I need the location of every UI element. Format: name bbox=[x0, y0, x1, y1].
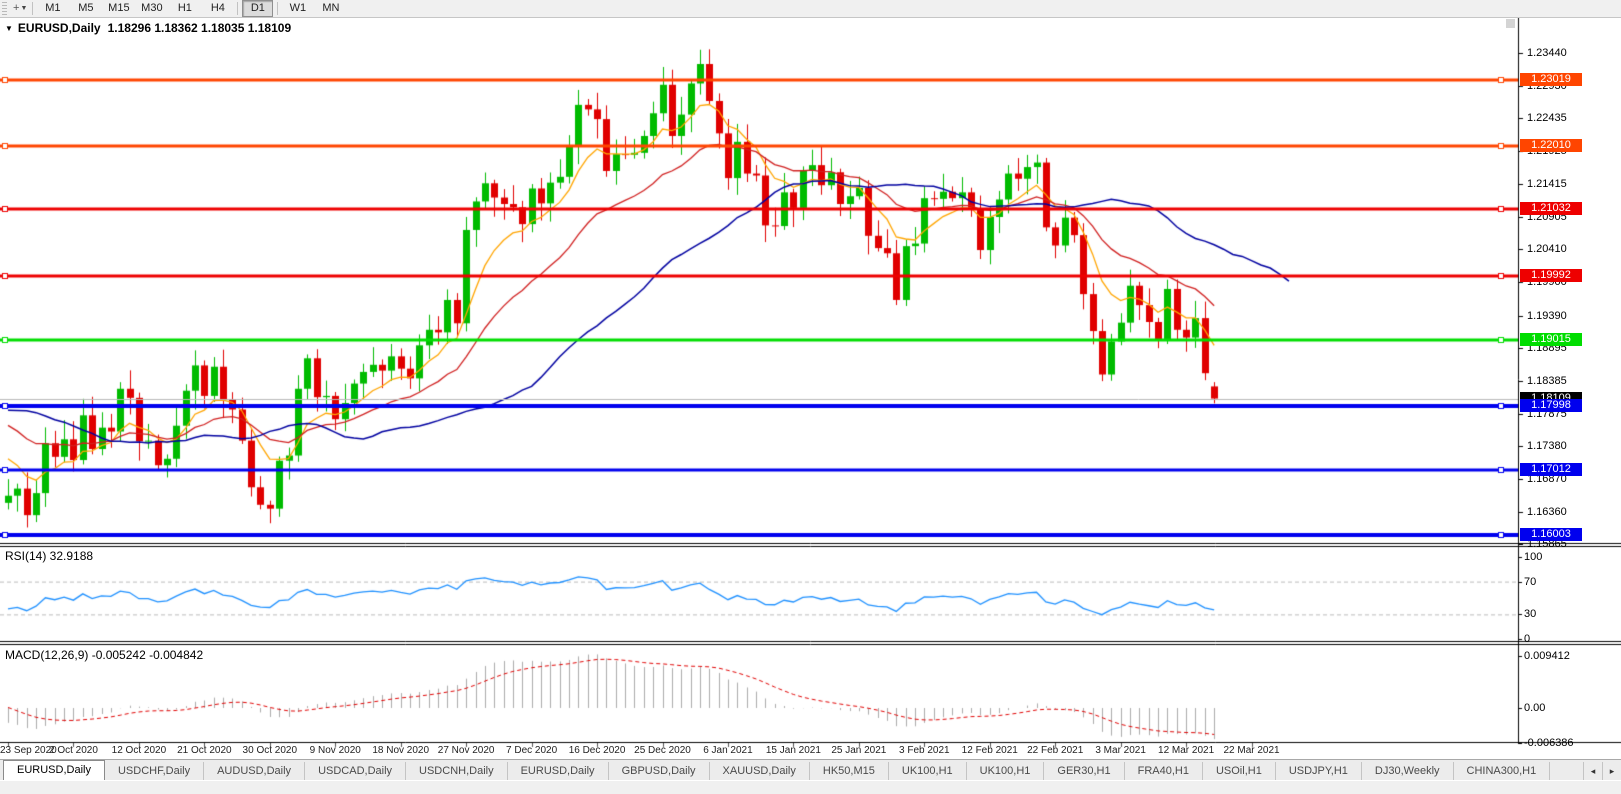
level-price-badge: 1.23019 bbox=[1520, 73, 1582, 87]
rsi-scale-label: 70 bbox=[1524, 575, 1537, 588]
date-tick-label: 21 Oct 2020 bbox=[177, 745, 232, 756]
date-tick-label: 23 Sep 2020 bbox=[0, 745, 57, 756]
date-tick-label: 18 Nov 2020 bbox=[372, 745, 430, 756]
toolbar-separator bbox=[277, 2, 279, 15]
tab-scroll-right-icon[interactable]: ▸ bbox=[1602, 762, 1621, 781]
chart-title: ▼ EURUSD,Daily 1.18296 1.18362 1.18035 1.1… bbox=[5, 21, 291, 35]
chart-tab-usdjpy-h1[interactable]: USDJPY,H1 bbox=[1275, 762, 1362, 781]
date-tick-label: 9 Nov 2020 bbox=[309, 745, 361, 756]
level-price-badge: 1.19992 bbox=[1520, 269, 1582, 283]
price-tick-label: 1.19390 bbox=[1527, 309, 1567, 322]
timeframe-button-m30[interactable]: M30 bbox=[141, 2, 163, 14]
chart-tab-fra40-h1[interactable]: FRA40,H1 bbox=[1124, 762, 1203, 781]
chart-tab-bar: EURUSD,Daily USDCHF,Daily AUDUSD,Daily USDC… bbox=[0, 759, 1621, 781]
macd-scale-label: 0.00 bbox=[1524, 702, 1546, 714]
price-tick-label: 1.23440 bbox=[1527, 47, 1567, 59]
price-tick-label: 1.20410 bbox=[1527, 243, 1567, 256]
chart-menu-caret-icon[interactable]: ▼ bbox=[5, 24, 13, 33]
chart-tab-hk50-m15[interactable]: HK50,M15 bbox=[809, 762, 889, 781]
rsi-scale-label: 30 bbox=[1524, 608, 1537, 621]
rsi-indicator-label: RSI(14) 32.9188 bbox=[5, 549, 94, 563]
price-tick-label: 1.17380 bbox=[1527, 439, 1567, 452]
symbol-period-label: EURUSD,Daily bbox=[17, 21, 101, 35]
chart-tab-gbpusd-daily[interactable]: GBPUSD,Daily bbox=[608, 762, 710, 781]
date-tick-label: 30 Oct 2020 bbox=[242, 745, 298, 756]
price-tick-label: 1.22435 bbox=[1527, 112, 1567, 125]
date-tick-label: 16 Dec 2020 bbox=[568, 745, 626, 756]
level-price-badge: 1.17012 bbox=[1520, 462, 1582, 476]
macd-scale-label: -0.006386 bbox=[1524, 737, 1574, 750]
price-tick-label: 1.21415 bbox=[1527, 178, 1567, 191]
timeframe-buttons: M1 M5 M15 M30 H1 H4 D1 W1 MN bbox=[36, 0, 347, 17]
date-tick-label: 22 Mar 2021 bbox=[1223, 745, 1280, 756]
price-tick-label: 1.16870 bbox=[1527, 472, 1567, 485]
price-tick-label: 1.18385 bbox=[1527, 374, 1567, 387]
macd-scale-label: 0.009412 bbox=[1524, 650, 1570, 662]
cursor-tool-icon[interactable]: + bbox=[13, 2, 20, 14]
chart-tab-usoil-h1[interactable]: USOil,H1 bbox=[1202, 762, 1276, 781]
timeframe-button-w1[interactable]: W1 bbox=[289, 2, 307, 14]
timeframe-button-h1[interactable]: H1 bbox=[177, 2, 192, 14]
chart-tab-eurusd-daily[interactable]: EURUSD,Daily bbox=[3, 760, 105, 781]
chart-tab-audusd-daily[interactable]: AUDUSD,Daily bbox=[204, 762, 306, 781]
date-tick-label: 7 Dec 2020 bbox=[506, 745, 558, 756]
level-price-badge: 1.21032 bbox=[1520, 202, 1582, 216]
date-tick-label: 2 Oct 2020 bbox=[48, 745, 98, 756]
date-tick-label: 27 Nov 2020 bbox=[437, 745, 495, 756]
chart-tab-xauusd-daily[interactable]: XAUUSD,Daily bbox=[709, 762, 810, 781]
level-price-badge: 1.19015 bbox=[1520, 332, 1582, 346]
rsi-scale-label: 0 bbox=[1524, 633, 1531, 645]
chart-tab-china300-h1[interactable]: CHINA300,H1 bbox=[1453, 762, 1551, 781]
date-tick-label: 6 Jan 2021 bbox=[703, 745, 753, 756]
ohlc-values: 1.18296 1.18362 1.18035 1.18109 bbox=[107, 21, 292, 35]
date-tick-label: 3 Mar 2021 bbox=[1095, 745, 1146, 756]
level-price-badge: 1.17998 bbox=[1520, 398, 1582, 412]
date-tick-label: 12 Oct 2020 bbox=[111, 745, 167, 756]
date-tick-label: 25 Jan 2021 bbox=[831, 745, 887, 756]
tab-scroll-left-icon[interactable]: ◂ bbox=[1583, 762, 1602, 781]
macd-indicator-label: MACD(12,26,9) -0.005242 -0.004842 bbox=[5, 648, 204, 662]
chart-tab-usdcnh-daily[interactable]: USDCNH,Daily bbox=[406, 762, 508, 781]
timeframe-toolbar: + ▼ M1 M5 M15 M30 H1 H4 D1 W1 MN bbox=[0, 0, 1621, 18]
status-strip bbox=[0, 780, 1621, 794]
date-tick-label: 12 Feb 2021 bbox=[961, 745, 1018, 756]
chart-tab-usdcad-daily[interactable]: USDCAD,Daily bbox=[305, 762, 407, 781]
chart-tab-dj30-weekly[interactable]: DJ30,Weekly bbox=[1361, 762, 1454, 781]
chart-shift-box[interactable] bbox=[1506, 19, 1515, 28]
chart-tab-uk100-h1[interactable]: UK100,H1 bbox=[966, 762, 1045, 781]
price-tick-label: 1.16360 bbox=[1527, 505, 1567, 518]
tool-dropdown-caret-icon[interactable]: ▼ bbox=[20, 5, 28, 12]
timeframe-button-m1[interactable]: M1 bbox=[45, 2, 61, 14]
date-tick-label: 15 Jan 2021 bbox=[765, 745, 821, 756]
chart-tabs: EURUSD,Daily USDCHF,Daily AUDUSD,Daily USDC… bbox=[0, 760, 1551, 781]
timeframe-button-m15[interactable]: M15 bbox=[108, 2, 130, 14]
tab-scrollers: ◂ ▸ bbox=[1583, 762, 1621, 781]
level-price-badge: 1.16003 bbox=[1520, 528, 1582, 542]
date-tick-label: 22 Feb 2021 bbox=[1027, 745, 1084, 756]
date-tick-label: 3 Feb 2021 bbox=[898, 745, 950, 756]
chart-tab-eurusd-daily[interactable]: EURUSD,Daily bbox=[507, 762, 609, 781]
timeframe-button-d1[interactable]: D1 bbox=[242, 0, 274, 17]
timeframe-button-m5[interactable]: M5 bbox=[78, 2, 94, 14]
chart-tab-ger30-h1[interactable]: GER30,H1 bbox=[1044, 762, 1125, 781]
chart-tab-uk100-h1[interactable]: UK100,H1 bbox=[888, 762, 967, 781]
date-tick-label: 25 Dec 2020 bbox=[634, 745, 691, 756]
chart-tab-usdchf-daily[interactable]: USDCHF,Daily bbox=[104, 762, 205, 781]
toolbar-separator bbox=[237, 2, 239, 15]
level-price-badge: 1.22010 bbox=[1520, 138, 1582, 152]
timeframe-button-h4[interactable]: H4 bbox=[210, 2, 225, 14]
rsi-scale-label: 100 bbox=[1524, 551, 1543, 563]
toolbar-grip-handle[interactable] bbox=[2, 2, 7, 15]
timeframe-button-mn[interactable]: MN bbox=[322, 2, 340, 14]
toolbar-separator bbox=[32, 2, 34, 15]
date-tick-label: 12 Mar 2021 bbox=[1158, 745, 1215, 756]
